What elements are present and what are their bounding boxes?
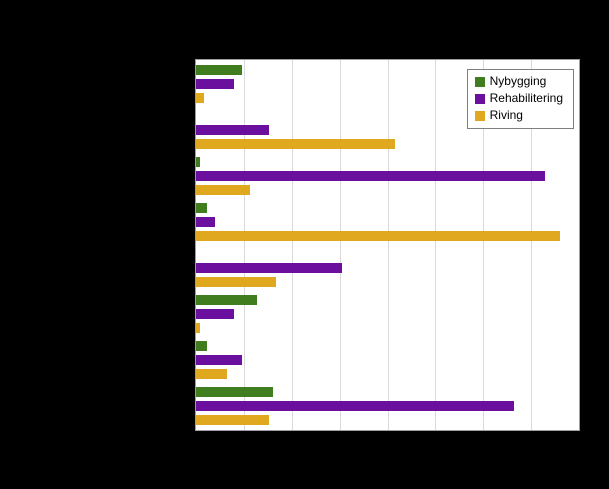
bar-row <box>196 139 579 149</box>
legend-item-rehabilitering: Rehabilitering <box>474 91 563 105</box>
bar-row <box>196 125 579 135</box>
bar-nybygging <box>196 203 208 213</box>
bar-row <box>196 185 579 195</box>
legend-item-riving: Riving <box>474 108 563 122</box>
legend-swatch-rehabilitering <box>474 93 485 104</box>
bar-row <box>196 79 579 89</box>
chart-footer-area <box>0 432 609 489</box>
legend-swatch-riving <box>474 110 485 121</box>
bar-group <box>196 61 579 107</box>
bar-riving <box>196 277 277 287</box>
gridline <box>339 60 341 430</box>
bar-row <box>196 249 579 259</box>
bar-riving <box>196 369 227 379</box>
bar-row <box>196 341 579 351</box>
gridline <box>435 60 437 430</box>
bar-group <box>196 383 579 429</box>
bar-row <box>196 323 579 333</box>
bar-rehabilitering <box>196 171 545 181</box>
category-label-area <box>0 58 194 432</box>
bar-group <box>196 199 579 245</box>
bar-riving <box>196 231 560 241</box>
bar-row <box>196 65 579 75</box>
bar-rehabilitering <box>196 355 242 365</box>
gridlines <box>196 60 579 430</box>
gridline <box>387 60 389 430</box>
bar-row <box>196 157 579 167</box>
legend-item-nybygging: Nybygging <box>474 74 563 88</box>
bar-row <box>196 415 579 425</box>
bar-group <box>196 291 579 337</box>
bar-group <box>196 107 579 153</box>
bar-riving <box>196 415 269 425</box>
gridline <box>291 60 293 430</box>
bar-row <box>196 231 579 241</box>
bar-nybygging <box>196 387 273 397</box>
bar-group <box>196 153 579 199</box>
bar-groups <box>196 60 579 430</box>
bar-row <box>196 171 579 181</box>
legend-label-nybygging: Nybygging <box>489 74 547 88</box>
bar-row <box>196 369 579 379</box>
bar-rehabilitering <box>196 79 235 89</box>
bar-rehabilitering <box>196 125 269 135</box>
bar-rehabilitering <box>196 263 342 273</box>
legend-label-riving: Riving <box>489 108 523 122</box>
bar-row <box>196 93 579 103</box>
bar-nybygging <box>196 65 242 75</box>
bar-group <box>196 337 579 383</box>
bar-riving <box>196 139 396 149</box>
bar-rehabilitering <box>196 309 235 319</box>
bar-row <box>196 217 579 227</box>
legend-label-rehabilitering: Rehabilitering <box>489 91 563 105</box>
bar-row <box>196 295 579 305</box>
bar-row <box>196 355 579 365</box>
bar-nybygging <box>196 295 258 305</box>
bar-row <box>196 309 579 319</box>
gridline <box>243 60 245 430</box>
plot-area: Nybygging Rehabilitering Riving <box>195 59 580 431</box>
gridline <box>483 60 485 430</box>
gridline <box>531 60 533 430</box>
bar-rehabilitering <box>196 401 514 411</box>
legend: Nybygging Rehabilitering Riving <box>466 69 574 129</box>
bar-row <box>196 401 579 411</box>
bar-riving <box>196 185 250 195</box>
legend-swatch-nybygging <box>474 76 485 87</box>
bar-row <box>196 203 579 213</box>
bar-riving <box>196 93 204 103</box>
bar-row <box>196 387 579 397</box>
bar-rehabilitering <box>196 217 216 227</box>
chart-title-area <box>0 0 609 58</box>
bar-row <box>196 277 579 287</box>
bar-riving <box>196 323 200 333</box>
bar-row <box>196 263 579 273</box>
bar-group <box>196 245 579 291</box>
bar-nybygging <box>196 341 208 351</box>
bar-nybygging <box>196 157 200 167</box>
